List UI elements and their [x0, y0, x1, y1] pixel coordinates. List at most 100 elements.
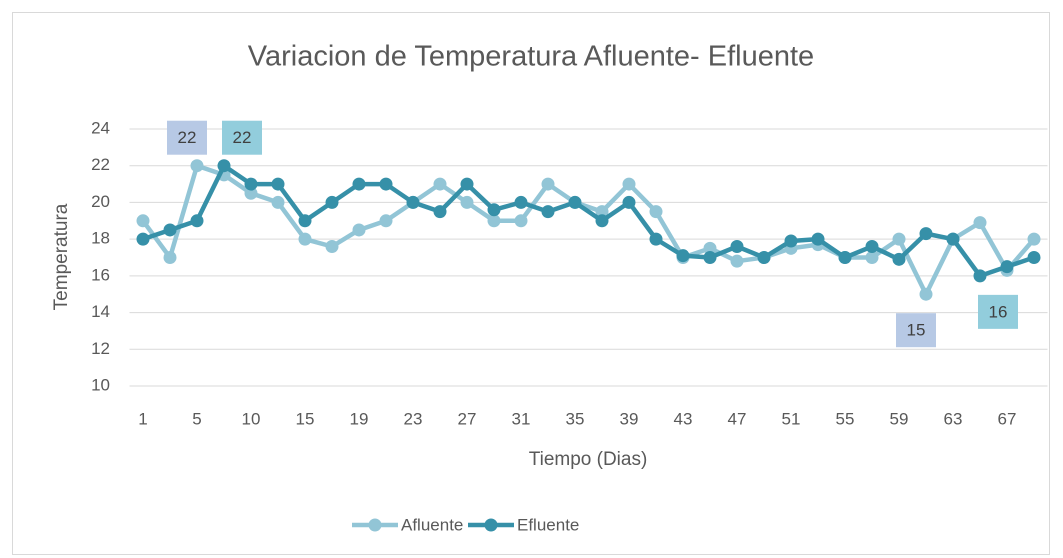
- x-tick-label: 67: [998, 409, 1017, 428]
- y-axis-label: Temperatura: [51, 203, 72, 310]
- x-tick-label: 63: [944, 409, 963, 428]
- x-tick-label: 35: [566, 409, 585, 428]
- series-marker: [271, 195, 285, 209]
- series-marker: [433, 177, 447, 191]
- y-tick-label: 18: [91, 229, 110, 248]
- series-marker: [1027, 251, 1041, 264]
- series-marker: [163, 223, 177, 237]
- series-marker: [163, 251, 177, 264]
- series-marker: [1000, 260, 1014, 274]
- series-marker: [730, 239, 744, 253]
- data-label-box: [896, 313, 936, 348]
- series-marker: [865, 251, 879, 264]
- series-marker: [244, 177, 258, 191]
- x-tick-label: 39: [620, 409, 639, 428]
- series-marker: [757, 251, 771, 264]
- x-tick-label: 19: [350, 409, 369, 428]
- chart-title: Variacion de Temperatura Afluente- Eflue…: [248, 41, 814, 73]
- series-marker: [865, 239, 879, 253]
- series-marker: [460, 195, 474, 209]
- series-marker: [352, 177, 366, 191]
- series-marker: [784, 234, 798, 248]
- series-line: [141, 163, 1036, 297]
- x-tick-label: 5: [192, 409, 201, 428]
- series-marker: [1027, 232, 1041, 246]
- data-label: 22: [233, 128, 252, 147]
- legend-marker: [368, 518, 382, 532]
- series-marker: [190, 214, 204, 228]
- legend-label: Afluente: [401, 515, 463, 534]
- series-marker: [622, 177, 636, 191]
- series-marker: [892, 252, 906, 266]
- series-marker: [568, 195, 582, 209]
- series-marker: [271, 177, 285, 191]
- data-label: 22: [178, 128, 197, 147]
- data-label-box: [978, 294, 1018, 329]
- series-line: [142, 163, 1035, 279]
- x-axis-label: Tiempo (Dias): [529, 449, 648, 470]
- series-marker: [703, 251, 717, 264]
- series-marker: [541, 177, 555, 191]
- chart-border: [12, 12, 1050, 555]
- x-tick-label: 1: [138, 409, 147, 428]
- series-marker: [514, 214, 528, 228]
- x-tick-label: 23: [404, 409, 423, 428]
- series-marker: [136, 214, 150, 228]
- data-label-box: [167, 120, 207, 155]
- y-tick-label: 16: [91, 265, 110, 284]
- y-tick-label: 20: [91, 192, 110, 211]
- series-marker: [433, 205, 447, 219]
- data-label: 16: [989, 302, 1008, 321]
- data-label-box: [222, 120, 262, 155]
- series-marker: [325, 239, 339, 253]
- series-marker: [973, 216, 987, 230]
- x-tick-label: 15: [296, 409, 315, 428]
- series-marker: [622, 195, 636, 209]
- series-marker: [946, 232, 960, 246]
- series-marker: [595, 205, 609, 219]
- series-marker: [730, 254, 744, 268]
- y-tick-label: 10: [91, 375, 110, 394]
- y-tick-label: 22: [91, 155, 110, 174]
- x-tick-label: 31: [512, 409, 531, 428]
- series-marker: [892, 232, 906, 246]
- x-tick-label: 47: [728, 409, 747, 428]
- x-tick-label: 51: [782, 409, 801, 428]
- series-marker: [406, 195, 420, 209]
- series-marker: [217, 159, 231, 173]
- series-marker: [919, 287, 933, 301]
- series-marker: [352, 223, 366, 237]
- y-tick-label: 12: [91, 339, 110, 358]
- series-marker: [919, 227, 933, 241]
- y-tick-label: 14: [91, 302, 110, 321]
- series-marker: [811, 232, 825, 246]
- series-marker: [973, 269, 987, 283]
- series-marker: [838, 251, 852, 264]
- series-marker: [325, 195, 339, 209]
- series-marker: [487, 214, 501, 228]
- y-tick-label: 24: [91, 118, 110, 137]
- series-marker: [190, 159, 204, 173]
- series-marker: [514, 195, 528, 209]
- series-marker: [460, 177, 474, 191]
- x-tick-label: 55: [836, 409, 855, 428]
- legend-label: Efluente: [517, 515, 579, 534]
- series-marker: [649, 205, 663, 219]
- series-marker: [298, 232, 312, 246]
- series-marker: [676, 249, 690, 263]
- series-marker: [595, 214, 609, 228]
- series-marker: [379, 177, 393, 191]
- data-label: 15: [907, 321, 926, 340]
- x-tick-label: 43: [674, 409, 693, 428]
- series-marker: [244, 186, 258, 200]
- x-tick-label: 27: [458, 409, 477, 428]
- series-marker: [703, 241, 717, 255]
- series-marker: [541, 205, 555, 219]
- series-marker: [136, 232, 150, 246]
- x-tick-label: 59: [890, 409, 909, 428]
- series-marker: [298, 214, 312, 228]
- series-marker: [649, 232, 663, 246]
- legend-marker: [484, 518, 498, 532]
- x-tick-label: 10: [242, 409, 261, 428]
